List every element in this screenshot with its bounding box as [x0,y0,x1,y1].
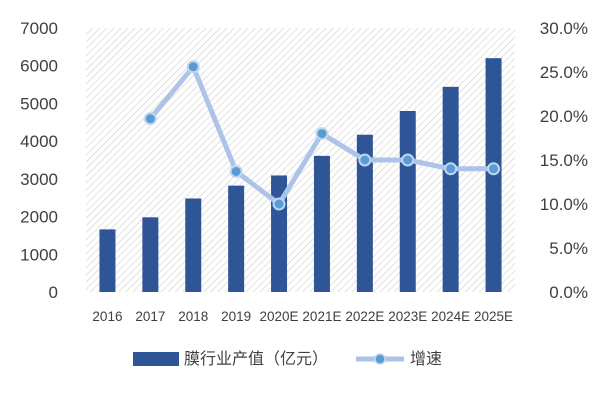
bar-2018 [185,198,202,292]
bar-2017 [142,217,159,292]
right-tick-label: 10.0% [540,195,588,214]
growth-point-2021E [315,127,329,141]
growth-point-2020E [272,197,286,211]
legend-line-marker [374,353,386,365]
legend-line-label: 增速 [410,350,442,368]
growth-point-2022E [358,153,372,167]
bar-2021E [313,155,330,292]
growth-point-2024E [444,162,458,176]
x-tick-label: 2018 [178,309,208,324]
left-tick-label: 2000 [20,208,58,227]
x-tick-label: 2020E [260,309,299,324]
growth-point-2019 [229,164,243,178]
legend-bar-swatch [133,352,179,366]
left-tick-label: 7000 [20,19,58,38]
x-tick-label: 2021E [302,309,341,324]
left-tick-label: 1000 [20,245,58,264]
right-tick-label: 20.0% [540,107,588,126]
left-tick-label: 4000 [20,132,58,151]
right-tick-label: 15.0% [540,151,588,170]
left-tick-label: 3000 [20,170,58,189]
right-tick-label: 0.0% [549,283,588,302]
x-tick-label: 2022E [345,309,384,324]
x-tick-label: 2016 [92,309,122,324]
bar-2019 [228,185,245,292]
bar-2022E [356,134,373,292]
left-tick-label: 0 [49,283,58,302]
x-tick-label: 2023E [388,309,427,324]
bar-2016 [99,229,116,292]
legend-bar-label: 膜行业产值（亿元） [184,350,328,368]
x-tick-label: 2019 [221,309,251,324]
left-tick-label: 5000 [20,94,58,113]
growth-point-2017 [143,112,157,126]
left-tick-label: 6000 [20,57,58,76]
x-tick-label: 2017 [135,309,165,324]
x-tick-label: 2024E [431,309,470,324]
growth-point-2023E [401,153,415,167]
x-tick-label: 2025E [474,309,513,324]
bar-2023E [399,110,416,292]
right-tick-label: 30.0% [540,19,588,38]
right-tick-label: 5.0% [549,239,588,258]
growth-point-2025E [487,162,501,176]
growth-point-2018 [186,60,200,74]
legend: 膜行业产值（亿元） 增速 [133,350,442,368]
bar-2024E [442,86,459,292]
right-tick-label: 25.0% [540,63,588,82]
